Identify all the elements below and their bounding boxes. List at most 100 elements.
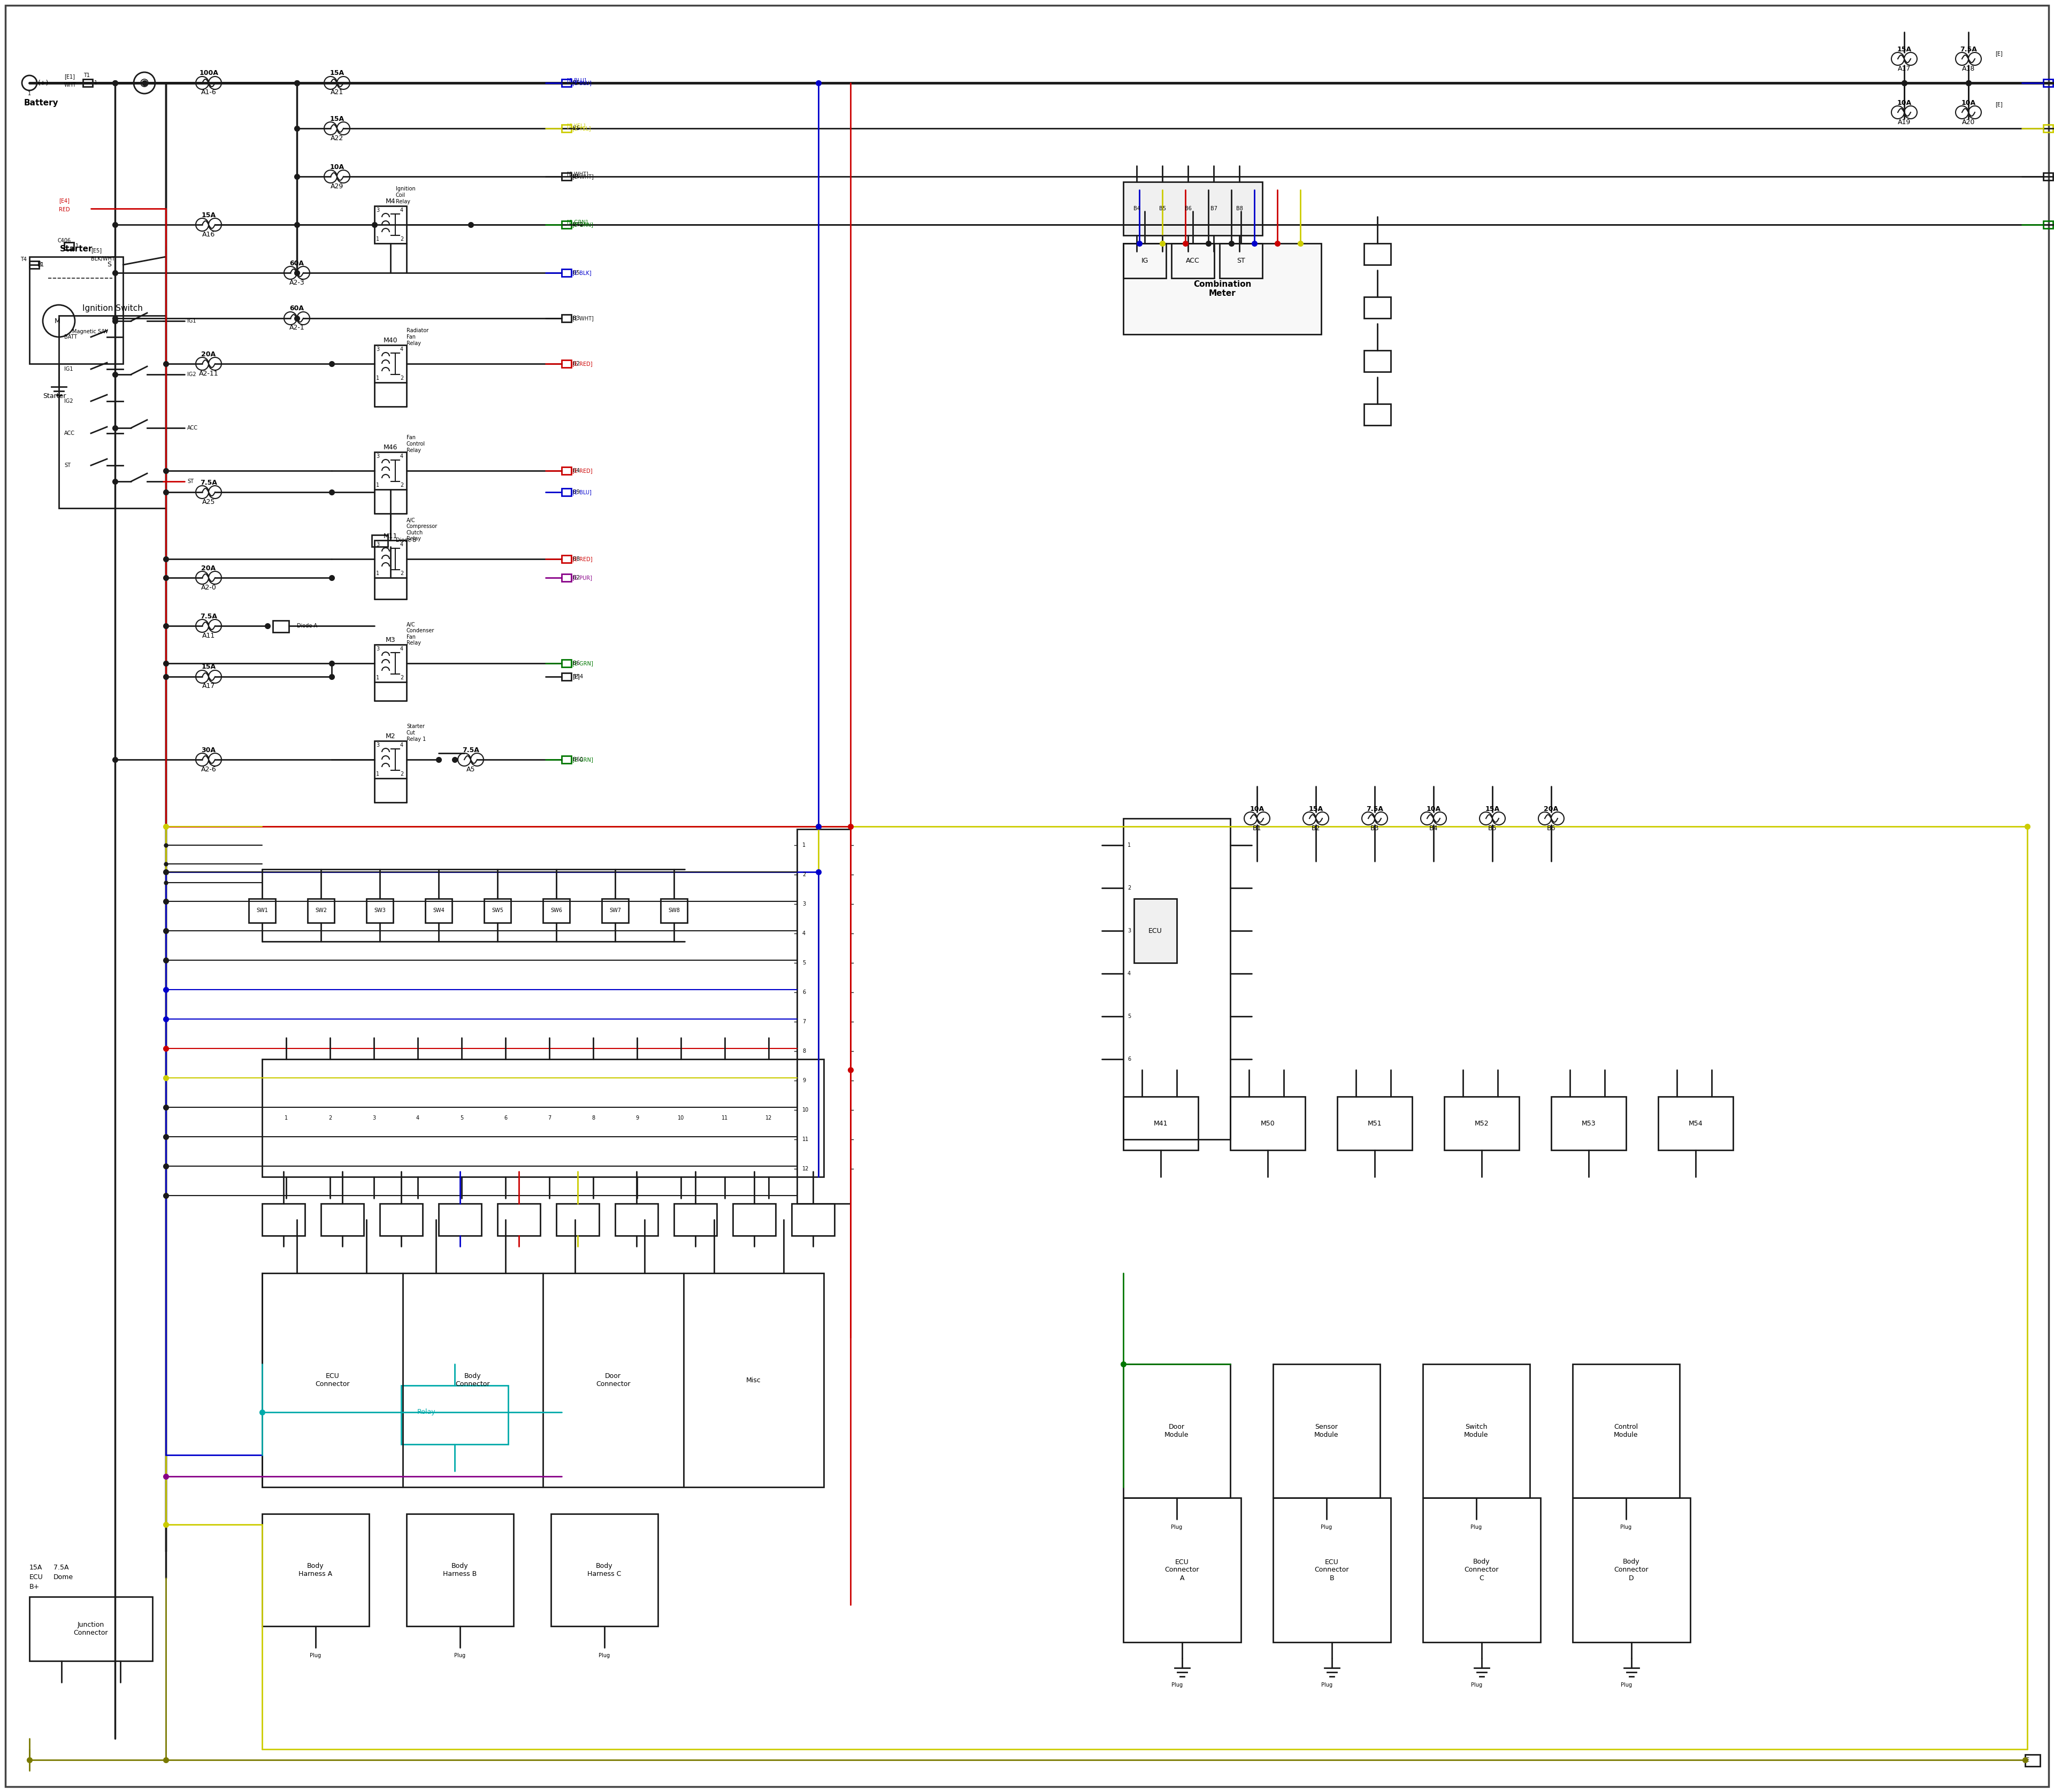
Text: RED: RED: [60, 208, 70, 213]
Text: [E BLU]: [E BLU]: [573, 81, 592, 86]
Text: [E GRN]: [E GRN]: [573, 756, 594, 762]
Bar: [82, 79, 92, 86]
Text: 1: 1: [41, 262, 43, 267]
Text: Body
Connector
D: Body Connector D: [1614, 1559, 1649, 1582]
Text: B7: B7: [1210, 206, 1218, 211]
Text: M11: M11: [384, 532, 398, 539]
Text: Battery: Battery: [25, 99, 60, 108]
Text: M: M: [55, 317, 60, 324]
Text: 4: 4: [401, 208, 403, 213]
Text: A1-6: A1-6: [201, 90, 216, 97]
Text: 10A: 10A: [1898, 99, 1912, 106]
Text: ST: ST: [64, 462, 70, 468]
Bar: [263, 1059, 824, 1177]
Text: 9: 9: [803, 1077, 805, 1082]
Text: ECU: ECU: [1148, 926, 1163, 934]
Bar: [1444, 1097, 1520, 1150]
Bar: [1134, 898, 1177, 962]
Text: 3: 3: [376, 346, 380, 351]
Text: M41: M41: [1154, 1120, 1169, 1127]
Text: ECU
Connector
A: ECU Connector A: [1165, 1559, 1200, 1582]
Text: 15A: 15A: [1308, 805, 1323, 812]
Text: [E WHT]: [E WHT]: [567, 172, 587, 177]
Text: 1: 1: [376, 572, 380, 575]
Text: A2-11: A2-11: [199, 369, 218, 376]
Bar: [1573, 1498, 1690, 1641]
Text: 7: 7: [803, 1020, 805, 1025]
Bar: [1658, 1097, 1734, 1150]
Text: A21: A21: [331, 90, 343, 97]
Text: ECU
Connector: ECU Connector: [314, 1373, 349, 1387]
Bar: [1273, 1364, 1380, 1498]
Text: M51: M51: [1368, 1120, 1382, 1127]
Bar: [374, 206, 407, 244]
Text: [E RED]: [E RED]: [573, 360, 592, 366]
Text: M52: M52: [1475, 1120, 1489, 1127]
Bar: [440, 1204, 481, 1236]
Bar: [1124, 1364, 1230, 1498]
Text: A/C
Condenser
Fan
Relay: A/C Condenser Fan Relay: [407, 622, 435, 645]
Text: Relay: Relay: [417, 1409, 435, 1416]
Bar: [374, 346, 407, 382]
Text: Plug: Plug: [1621, 1683, 1633, 1688]
Text: 6: 6: [503, 1115, 507, 1120]
Text: Plug: Plug: [1471, 1683, 1483, 1688]
Bar: [29, 1597, 152, 1661]
Text: B3: B3: [573, 315, 579, 321]
Text: 10A: 10A: [1962, 99, 1976, 106]
Text: [E]: [E]: [573, 674, 579, 679]
Bar: [2044, 125, 2052, 133]
Text: 2: 2: [401, 572, 403, 575]
Text: 2: 2: [1128, 885, 1132, 891]
Text: 1: 1: [376, 376, 380, 382]
Text: IG1: IG1: [64, 366, 74, 371]
Text: 20A: 20A: [201, 351, 216, 358]
Bar: [561, 220, 571, 228]
Text: 7: 7: [548, 1115, 550, 1120]
Text: B5: B5: [573, 81, 579, 86]
Bar: [249, 898, 275, 923]
Text: B54: B54: [573, 674, 583, 679]
Text: Plug: Plug: [600, 1652, 610, 1658]
Text: 8: 8: [592, 1115, 596, 1120]
Text: C406: C406: [58, 238, 72, 244]
Bar: [1364, 244, 1391, 265]
Bar: [561, 79, 571, 86]
Text: B3: B3: [1370, 824, 1378, 831]
Bar: [561, 659, 571, 667]
Text: Plug: Plug: [1471, 1525, 1483, 1530]
Text: A2-0: A2-0: [201, 584, 216, 591]
Bar: [557, 1204, 600, 1236]
Bar: [366, 898, 392, 923]
Bar: [1364, 351, 1391, 371]
Text: IG1: IG1: [187, 319, 195, 324]
Text: Starter: Starter: [43, 392, 66, 400]
Text: BATT: BATT: [64, 335, 78, 340]
Bar: [425, 898, 452, 923]
Text: [E]: [E]: [1994, 102, 2003, 108]
Text: Plug: Plug: [1171, 1683, 1183, 1688]
Text: 4: 4: [417, 1115, 419, 1120]
Text: B: B: [37, 262, 41, 269]
Text: [E4]: [E4]: [60, 197, 70, 202]
Text: B1: B1: [1253, 824, 1261, 831]
Bar: [374, 740, 407, 778]
Text: WHT: WHT: [64, 82, 76, 88]
Text: 3: 3: [803, 901, 805, 907]
Text: SW4: SW4: [433, 909, 444, 914]
Text: 4: 4: [401, 647, 403, 652]
Bar: [2044, 220, 2052, 228]
Text: 3: 3: [376, 453, 380, 459]
Bar: [561, 315, 571, 323]
Text: ECU: ECU: [29, 1573, 43, 1581]
Text: 3: 3: [372, 1115, 376, 1120]
Text: M2: M2: [386, 733, 396, 740]
Text: 12: 12: [803, 1167, 809, 1172]
Text: SW3: SW3: [374, 909, 386, 914]
Text: Door
Module: Door Module: [1165, 1423, 1189, 1439]
Text: Switch
Module: Switch Module: [1465, 1423, 1489, 1439]
Text: Diode A: Diode A: [298, 624, 316, 629]
Text: 4: 4: [401, 346, 403, 351]
Text: 1: 1: [376, 237, 380, 242]
Text: A20: A20: [1962, 118, 1976, 125]
